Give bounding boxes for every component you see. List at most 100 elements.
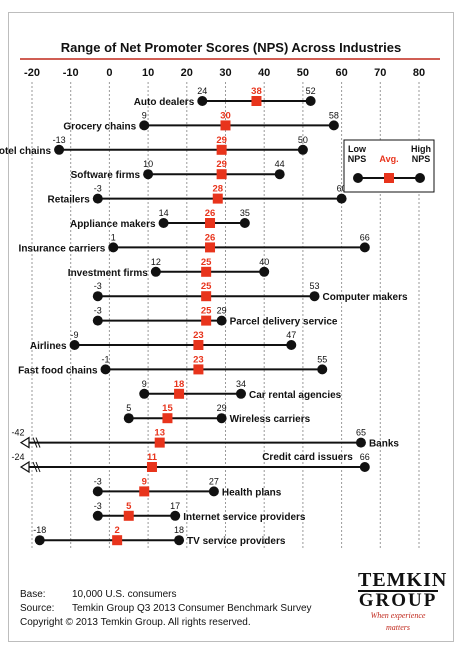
axis-break-icon: [35, 461, 41, 473]
low-value-label: 14: [159, 208, 169, 218]
avg-value-label: 25: [201, 306, 212, 317]
legend-low-dot: [353, 173, 363, 183]
industry-label: Banks: [369, 439, 399, 450]
low-nps-dot: [34, 535, 45, 546]
avg-value-label: 29: [216, 135, 227, 146]
avg-value-label: 26: [205, 232, 216, 243]
avg-nps-marker: [162, 413, 173, 424]
industry-label: Internet service providers: [183, 512, 306, 523]
avg-value-label: 29: [216, 159, 227, 170]
high-value-label: 66: [360, 232, 370, 242]
high-nps-dot: [274, 169, 285, 180]
industry-label: Hotel chains: [0, 146, 52, 157]
avg-value-label: 15: [162, 403, 173, 414]
avg-nps-marker: [216, 144, 227, 155]
high-value-label: 44: [275, 159, 285, 169]
low-nps-dot: [69, 340, 80, 350]
high-value-label: 35: [240, 208, 250, 218]
industry-label: Auto dealers: [134, 97, 195, 108]
high-value-label: 60: [337, 184, 347, 194]
high-nps-dot: [305, 96, 316, 106]
high-nps-dot: [328, 120, 339, 131]
avg-nps-marker: [112, 535, 123, 546]
footer-source-key: Source:: [20, 603, 55, 614]
industry-label: Investment firms: [68, 268, 148, 279]
high-nps-dot: [216, 413, 227, 424]
low-value-label: -3: [94, 476, 102, 486]
axis-tick-label: 30: [219, 67, 231, 79]
high-value-label: 65: [356, 428, 366, 438]
low-value-label: 9: [142, 110, 147, 120]
avg-nps-marker: [174, 388, 185, 399]
avg-nps-marker: [251, 96, 262, 106]
avg-value-label: 26: [205, 208, 216, 219]
low-nps-dot: [92, 510, 103, 521]
avg-value-label: 2: [114, 525, 119, 536]
low-nps-dot: [143, 169, 154, 180]
high-value-label: 53: [310, 281, 320, 291]
low-value-label: 10: [143, 159, 153, 169]
low-nps-dot: [54, 144, 65, 155]
high-value-label: 55: [317, 354, 327, 364]
logo-line-1: TEMKIN: [358, 569, 448, 591]
axis-tick-label: 20: [181, 67, 193, 79]
high-nps-dot: [208, 486, 219, 497]
axis-tick-label: -20: [24, 67, 40, 79]
high-nps-dot: [286, 340, 297, 350]
low-nps-dot: [139, 388, 150, 399]
high-nps-dot: [174, 535, 185, 546]
low-nps-dot: [158, 218, 169, 228]
footer-base-value: 10,000 U.S. consumers: [72, 589, 177, 600]
avg-nps-marker: [220, 120, 231, 131]
high-value-label: 17: [170, 501, 180, 511]
high-value-label: 40: [259, 257, 269, 267]
low-nps-dot: [92, 291, 103, 302]
high-value-label: 66: [360, 452, 370, 462]
avg-nps-marker: [201, 291, 212, 302]
legend-low-label: NPS: [348, 154, 367, 164]
low-value-label: -3: [94, 281, 102, 291]
industry-label: TV service providers: [187, 536, 286, 547]
avg-value-label: 9: [142, 476, 147, 487]
axis-tick-label: 40: [258, 67, 270, 79]
logo-line-2: GROUP: [358, 590, 438, 611]
low-value-label: 9: [142, 379, 147, 389]
legend-high-label: NPS: [412, 154, 431, 164]
high-nps-dot: [297, 144, 308, 155]
industry-label: Appliance makers: [70, 219, 156, 230]
legend-high-label: High: [411, 144, 431, 154]
avg-nps-marker: [216, 169, 227, 180]
high-value-label: 29: [217, 403, 227, 413]
avg-nps-marker: [205, 242, 216, 253]
high-value-label: 58: [329, 110, 339, 120]
high-value-label: 18: [174, 525, 184, 535]
axis-tick-label: 60: [335, 67, 347, 79]
low-value-label: -3: [94, 501, 102, 511]
avg-value-label: 11: [147, 452, 158, 463]
industry-label: Software firms: [71, 170, 141, 181]
off-scale-arrow-icon: [19, 436, 30, 449]
high-value-label: 29: [217, 306, 227, 316]
axis-tick-label: 50: [297, 67, 309, 79]
industry-label: Retailers: [48, 195, 91, 206]
high-value-label: 47: [286, 330, 296, 340]
industry-label: Credit card issuers: [262, 452, 353, 463]
avg-value-label: 25: [201, 257, 212, 268]
axis-break-icon: [35, 437, 41, 448]
avg-nps-marker: [123, 510, 134, 521]
high-nps-dot: [317, 364, 328, 375]
avg-value-label: 5: [126, 501, 132, 512]
avg-nps-marker: [154, 437, 165, 448]
low-nps-dot: [150, 266, 161, 277]
low-value-label: -13: [53, 135, 66, 145]
avg-nps-marker: [201, 266, 212, 277]
axis-tick-label: 0: [106, 67, 112, 79]
low-value-label: 1: [111, 232, 116, 242]
high-nps-dot: [355, 437, 366, 448]
low-value-label: -18: [33, 525, 46, 535]
logo-tagline: When experience matters: [370, 611, 426, 632]
avg-nps-marker: [193, 364, 204, 375]
low-nps-dot: [92, 193, 103, 204]
low-value-label: -42: [11, 428, 24, 438]
